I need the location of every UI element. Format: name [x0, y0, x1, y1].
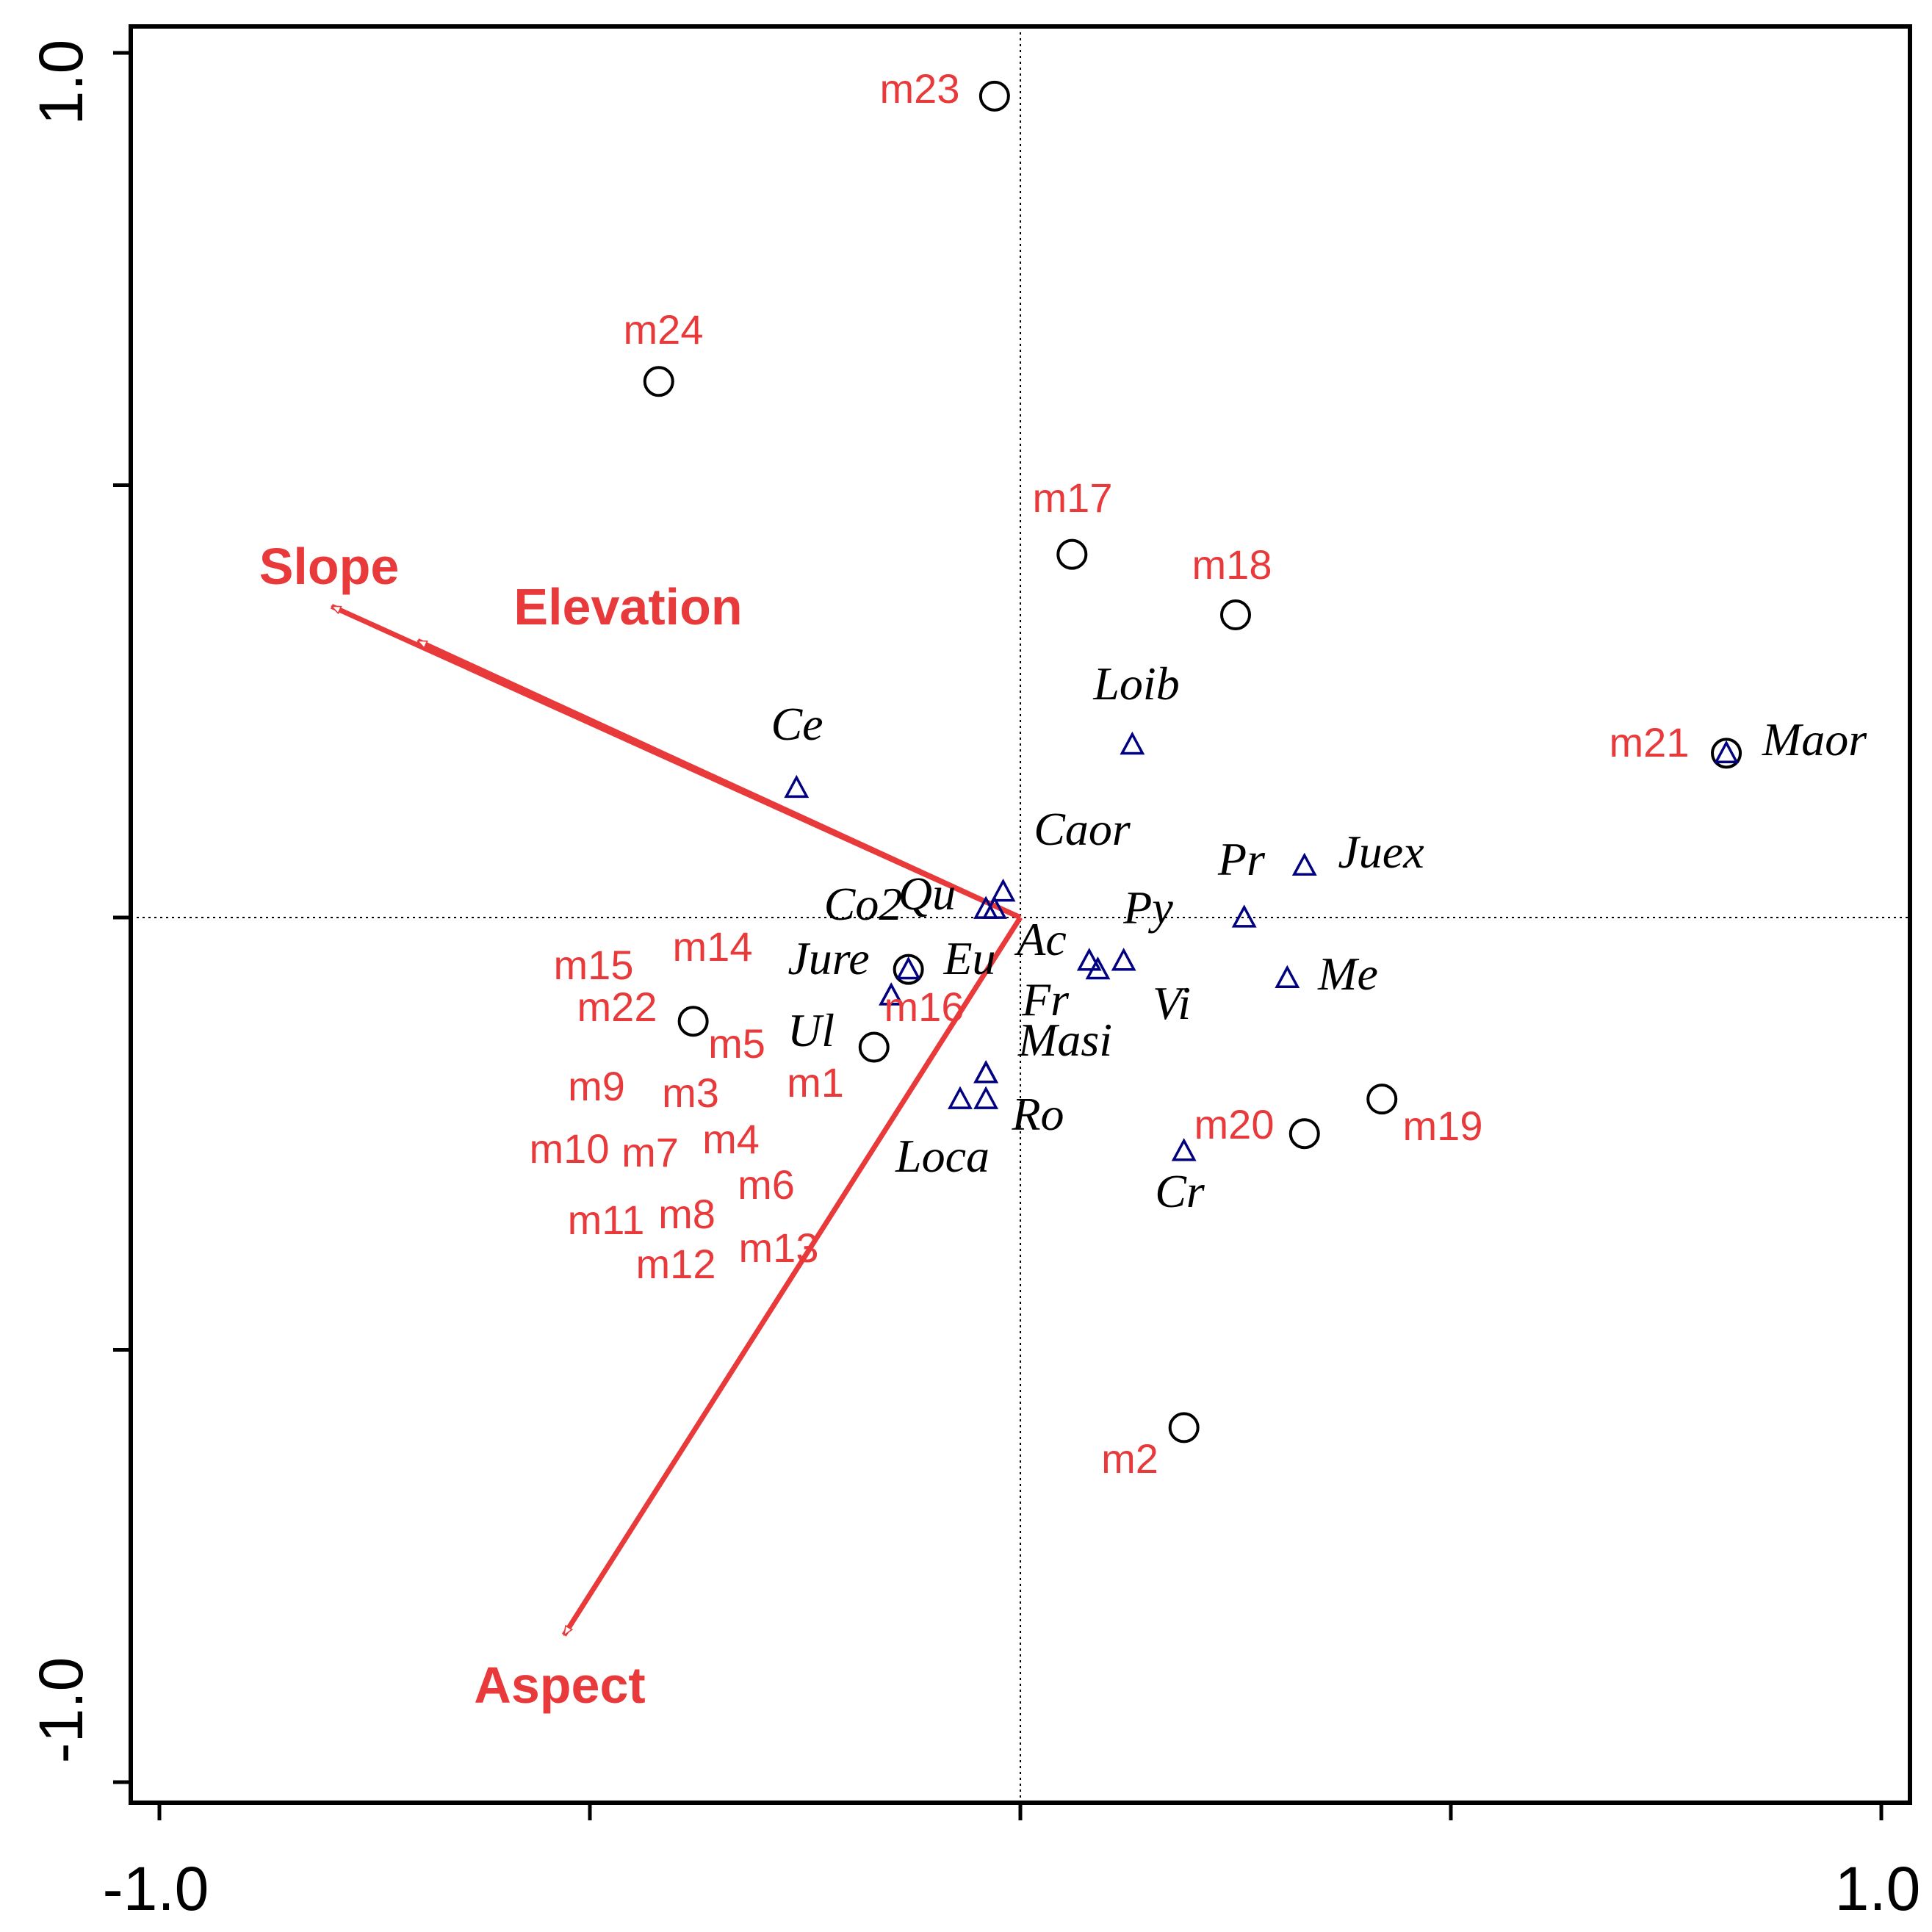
vector-label-aspect: Aspect [474, 1657, 645, 1714]
site-label-m9: m9 [568, 1063, 625, 1109]
site-label-m21: m21 [1610, 719, 1690, 765]
species-label-co2: Co2 [824, 878, 903, 930]
site-markers [643, 80, 1742, 1443]
site-label-m3: m3 [662, 1070, 719, 1116]
species-label-ul: Ul [787, 1004, 835, 1056]
species-label-jure: Jure [787, 932, 869, 984]
site-marker-m22 [677, 1006, 709, 1037]
site-marker-m20 [1288, 1118, 1320, 1150]
species-marker-co2 [981, 895, 1007, 919]
species-label-masi: Masi [1017, 1014, 1112, 1066]
species-marker-masi [973, 1060, 999, 1084]
site-marker-m23 [978, 80, 1010, 112]
species-marker-ul [879, 982, 904, 1006]
species-marker-vi [1085, 956, 1111, 980]
site-marker-m21 [1711, 738, 1742, 769]
site-label-m22: m22 [577, 984, 657, 1030]
species-label-caor: Caor [1034, 803, 1131, 855]
species-label-juex: Juex [1338, 826, 1424, 878]
site-label-m17: m17 [1033, 475, 1113, 521]
species-label-eu: Eu [942, 932, 995, 984]
site-label-m19: m19 [1403, 1103, 1483, 1149]
species-marker-juex [1291, 852, 1317, 876]
site-label-m8: m8 [658, 1191, 716, 1237]
site-label-m14: m14 [673, 923, 753, 970]
site-label-m4: m4 [702, 1116, 760, 1162]
y-tick-label-max: 1.0 [26, 40, 95, 126]
vector-label-slope: Slope [259, 538, 400, 595]
site-marker-m14 [893, 954, 924, 985]
site-label-m1: m1 [787, 1059, 844, 1106]
vector-elevation [418, 638, 1022, 920]
site-label-m18: m18 [1192, 541, 1272, 588]
species-marker-pr [1231, 904, 1257, 928]
site-marker-m17 [1056, 538, 1088, 570]
species-label-vi: Vi [1153, 977, 1191, 1029]
species-marker-me [1275, 965, 1300, 989]
x-tick-label-max: 1.0 [1835, 1854, 1921, 1923]
species-label-fr: Fr [1021, 973, 1070, 1026]
site-marker-m24 [643, 366, 674, 397]
x-axis-ticks [157, 1803, 1884, 1820]
y-tick-label-min: -1.0 [26, 1657, 95, 1764]
environmental-vectors [331, 604, 1023, 1637]
species-label-loca: Loca [895, 1130, 990, 1182]
species-label-cr: Cr [1155, 1165, 1205, 1217]
site-label-m6: m6 [738, 1161, 795, 1208]
vector-label-elevation: Elevation [513, 578, 742, 635]
species-marker-maor [1714, 740, 1739, 764]
species-label-me: Me [1317, 948, 1378, 1000]
species-marker-fr [973, 1060, 999, 1084]
site-label-m10: m10 [530, 1125, 610, 1172]
site-label-m11: m11 [568, 1197, 645, 1243]
x-tick-label-min: -1.0 [103, 1854, 209, 1923]
species-marker-ro [973, 1086, 999, 1109]
site-label-m7: m7 [621, 1129, 679, 1175]
species-marker-ce [784, 774, 810, 799]
species-label-pr: Pr [1217, 833, 1266, 885]
site-marker-m18 [1220, 599, 1251, 631]
species-label-maor: Maor [1762, 713, 1867, 765]
site-label-m12: m12 [636, 1241, 716, 1287]
species-label-ac: Ac [1014, 913, 1067, 965]
species-marker-ac [1076, 948, 1102, 971]
point-labels: Slope Elevation Aspect m23 m24 m17 m18 m21 m14 m1… [259, 65, 1868, 1714]
site-label-m15: m15 [554, 942, 634, 988]
species-marker-caor [990, 879, 1016, 902]
site-label-m23: m23 [880, 65, 960, 112]
species-marker-cr [1171, 1138, 1197, 1161]
species-marker-loca [948, 1086, 973, 1109]
site-marker-m19 [1366, 1084, 1398, 1115]
species-label-ro: Ro [1011, 1088, 1064, 1140]
site-label-m2: m2 [1101, 1435, 1158, 1482]
site-marker-m2 [1168, 1412, 1200, 1443]
species-label-py: Py [1122, 882, 1173, 934]
species-marker-py [1111, 948, 1136, 971]
site-label-m20: m20 [1194, 1101, 1275, 1147]
site-label-m13: m13 [739, 1225, 819, 1271]
vector-aspect [561, 916, 1023, 1637]
species-label-qu: Qu [898, 868, 956, 920]
species-marker-loib [1120, 731, 1145, 755]
site-marker-m5 [858, 1031, 890, 1063]
site-label-m5: m5 [708, 1020, 765, 1067]
species-label-loib: Loib [1092, 657, 1179, 710]
site-label-m24: m24 [624, 306, 704, 353]
y-axis-ticks [113, 51, 131, 1784]
species-label-ce: Ce [771, 698, 823, 750]
species-marker-jure [895, 956, 921, 980]
species-markers [784, 731, 1739, 1161]
site-label-m16: m16 [884, 984, 965, 1030]
